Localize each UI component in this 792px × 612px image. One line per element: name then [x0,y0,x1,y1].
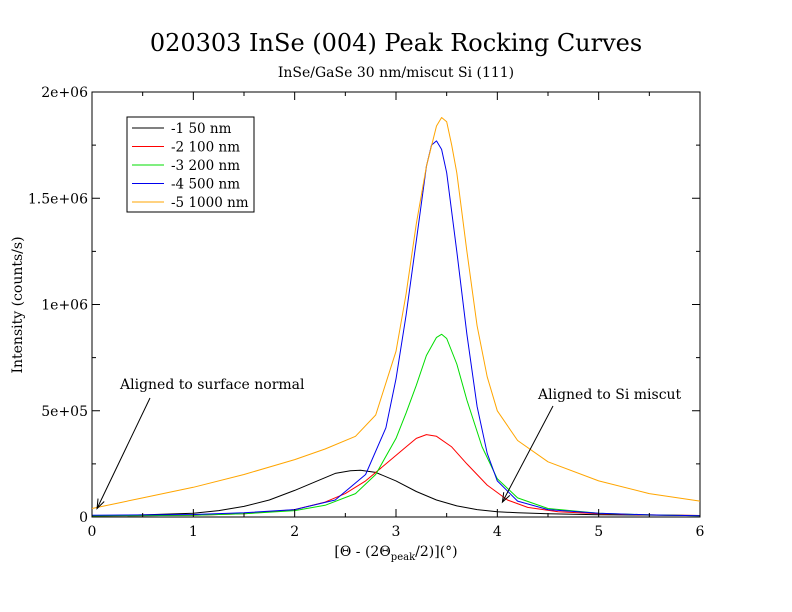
x-axis-label: [Θ - (2Θpeak/2)](°) [334,544,457,563]
legend-label-5: -5 1000 nm [171,195,249,211]
y-tick-label: 1.5e+06 [28,191,88,207]
x-tick-label: 1 [189,524,198,540]
legend-label-4: -4 500 nm [171,177,240,193]
chart-title: 020303 InSe (004) Peak Rocking Curves [150,29,642,57]
y-tick-label: 2e+06 [41,85,88,101]
annotation-arrowhead-1 [96,498,105,510]
x-tick-label: 0 [88,524,97,540]
series-line-5 [91,117,701,509]
y-tick-label: 5e+05 [41,404,88,420]
annotation-label-1: Aligned to surface normal [119,377,305,393]
legend: -1 50 nm -2 100 nm -3 200 nm -4 500 nm -5 10… [126,116,255,213]
annotations: Aligned to surface normal Aligned to Si m… [96,377,682,510]
x-tick-label: 4 [493,524,502,540]
series-line-4 [91,140,701,517]
annotation-arrow-1 [96,397,151,509]
legend-label-3: -3 200 nm [171,158,240,174]
x-tick-label: 5 [594,524,603,540]
chart-subtitle: InSe/GaSe 30 nm/miscut Si (111) [278,65,514,81]
x-tick-label: 2 [290,524,299,540]
legend-label-2: -2 100 nm [171,140,240,156]
legend-label-1: -1 50 nm [171,121,232,137]
series-layer [91,117,701,517]
y-axis-label: Intensity (counts/s) [10,236,26,373]
x-tick-label: 3 [392,524,401,540]
y-tick-label: 1e+06 [41,298,88,314]
annotation-arrowhead-2 [501,492,511,504]
y-tick-label: 0 [79,510,88,526]
legend-items: -1 50 nm -2 100 nm -3 200 nm -4 500 nm -5 10… [132,121,249,211]
annotation-arrow-2 [501,405,554,503]
series-line-3 [91,333,701,517]
x-tick-label: 6 [696,524,705,540]
annotation-label-2: Aligned to Si miscut [537,387,682,403]
axis-ticks: 0 1 2 3 4 5 6 0 5e+05 1e+06 1.5e+06 2e+06 [28,85,705,540]
